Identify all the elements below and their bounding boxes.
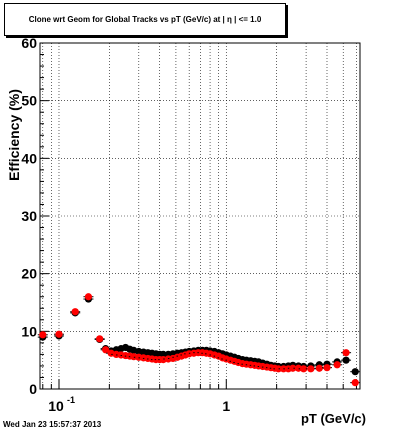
data-series bbox=[37, 293, 361, 387]
ticks-layer bbox=[40, 42, 357, 390]
data-point bbox=[342, 356, 350, 364]
data-point bbox=[71, 308, 79, 316]
grid-layer bbox=[40, 43, 360, 389]
footer-timestamp: Wed Jan 23 15:57:37 2013 bbox=[3, 420, 102, 429]
data-point bbox=[159, 350, 167, 358]
data-point bbox=[351, 368, 359, 376]
data-point bbox=[315, 364, 323, 372]
data-point bbox=[333, 361, 341, 369]
x-tick-exponent: -1 bbox=[67, 395, 75, 405]
x-axis-label: pT (GeV/c) bbox=[301, 411, 366, 426]
data-point bbox=[274, 365, 283, 373]
data-point bbox=[342, 349, 350, 357]
y-tick-label: 30 bbox=[21, 208, 37, 224]
data-point bbox=[96, 335, 104, 343]
y-tick-label: 20 bbox=[21, 266, 37, 282]
title-box: Clone wrt Geom for Global Tracks vs pT (… bbox=[4, 3, 286, 36]
data-point bbox=[55, 330, 63, 338]
data-point bbox=[300, 365, 308, 373]
series-layer bbox=[37, 293, 361, 387]
data-series bbox=[37, 295, 361, 376]
y-tick-label: 50 bbox=[21, 93, 37, 109]
x-tick-label: 10 bbox=[48, 398, 64, 414]
y-tick-label: 40 bbox=[21, 150, 37, 166]
x-tick-label: 1 bbox=[222, 398, 230, 414]
data-point bbox=[323, 364, 331, 372]
data-point bbox=[39, 331, 47, 339]
data-point bbox=[102, 346, 110, 354]
y-tick-label: 10 bbox=[21, 323, 37, 339]
data-point bbox=[307, 365, 315, 373]
y-tick-label: 0 bbox=[29, 381, 37, 397]
y-tick-label: 60 bbox=[21, 35, 37, 51]
data-point bbox=[289, 364, 297, 372]
data-point bbox=[84, 293, 93, 301]
data-point bbox=[351, 379, 359, 387]
y-axis-label: Efficiency (%) bbox=[6, 89, 22, 181]
chart-title: Clone wrt Geom for Global Tracks vs pT (… bbox=[28, 15, 262, 24]
data-point bbox=[294, 364, 303, 372]
